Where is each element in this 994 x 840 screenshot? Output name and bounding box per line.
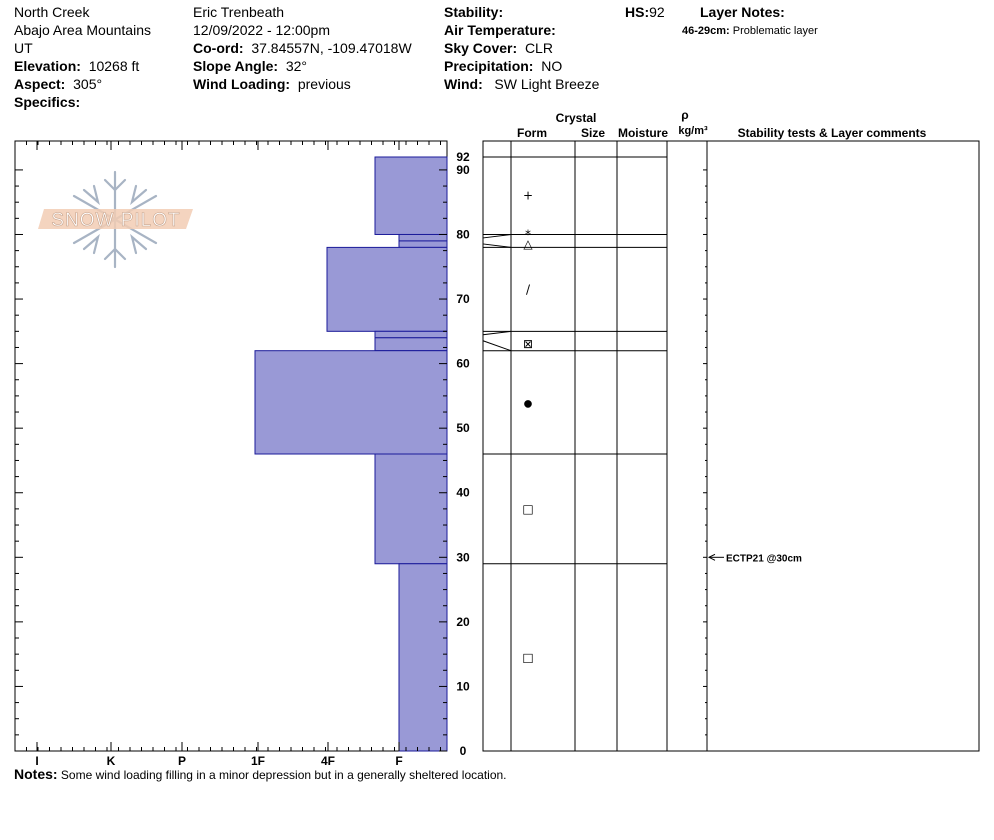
layer-connector bbox=[482, 330, 512, 336]
elevation-label: Elevation: bbox=[14, 58, 81, 74]
depth-tick-label: 40 bbox=[456, 486, 470, 500]
depth-tick-label: 60 bbox=[456, 357, 470, 371]
hs-label: HS: bbox=[625, 4, 650, 20]
stability-test-arrowhead bbox=[707, 553, 716, 561]
mountain-range: Abajo Area Mountains bbox=[14, 22, 151, 38]
hardness-tick-label: K bbox=[107, 754, 116, 768]
hardness-bar bbox=[254, 350, 448, 455]
hardness-bar bbox=[374, 337, 448, 352]
specifics-label: Specifics: bbox=[14, 94, 81, 110]
layer-note: 46-29cm: Problematic layer bbox=[682, 22, 818, 40]
hardness-bar bbox=[326, 246, 448, 332]
coord-value: 37.84557N, -109.47018W bbox=[251, 40, 412, 56]
air-temp-label: Air Temperature: bbox=[444, 22, 556, 38]
notes-label: Notes: bbox=[14, 766, 58, 782]
grain-form-symbol: □ bbox=[522, 650, 533, 664]
stability-label: Stability: bbox=[444, 4, 504, 20]
layer-note-range: 46-29cm: bbox=[682, 25, 730, 37]
hardness-bar bbox=[374, 330, 448, 339]
depth-tick-label: 90 bbox=[456, 163, 470, 177]
slope-angle: Slope Angle: 32° bbox=[193, 57, 307, 75]
wind-value: SW Light Breeze bbox=[494, 76, 600, 92]
hs-value: 92 bbox=[649, 4, 665, 20]
snow-height: HS:92 bbox=[625, 3, 665, 21]
layer-connector bbox=[482, 233, 512, 239]
slope-label: Slope Angle: bbox=[193, 58, 279, 74]
elevation-value: 10268 ft bbox=[88, 58, 140, 74]
depth-tick-label: 80 bbox=[456, 227, 470, 241]
air-temperature: Air Temperature: bbox=[444, 21, 556, 39]
density-unit-header: kg/m³ bbox=[678, 125, 708, 137]
sky-value: CLR bbox=[524, 40, 553, 56]
grain-form-symbol: + bbox=[523, 189, 533, 203]
grain-form-symbol: ● bbox=[524, 398, 533, 409]
layer-notes-label: Layer Notes: bbox=[700, 4, 785, 20]
coordinates: Co-ord: 37.84557N, -109.47018W bbox=[193, 39, 412, 57]
layer-note-text: Problematic layer bbox=[732, 25, 818, 37]
grain-form-symbol: * bbox=[525, 227, 531, 241]
hardness-bar bbox=[398, 563, 448, 752]
stability-test-label: ECTP21 @30cm bbox=[726, 553, 802, 564]
depth-tick-label: 0 bbox=[460, 744, 467, 758]
hs-depth-label: 92 bbox=[456, 150, 470, 164]
hardness-bar bbox=[398, 240, 448, 248]
grain-form-symbol: △ bbox=[523, 237, 533, 251]
hardness-tick-label: I bbox=[35, 754, 38, 768]
stability: Stability: bbox=[444, 3, 503, 21]
wind-loading: Wind Loading: previous bbox=[193, 75, 351, 93]
sky-label: Sky Cover: bbox=[444, 40, 518, 56]
depth-tick-label: 70 bbox=[456, 292, 470, 306]
wind-label: Wind: bbox=[444, 76, 483, 92]
crystal-header: Crystal bbox=[556, 111, 597, 125]
layer-table-frame bbox=[482, 140, 980, 752]
form-header: Form bbox=[517, 126, 547, 140]
hardness-tick-label: 1F bbox=[251, 754, 265, 768]
density-rho-header: ρ bbox=[681, 108, 688, 122]
wind: Wind: SW Light Breeze bbox=[444, 75, 599, 93]
depth-tick-label: 20 bbox=[456, 615, 470, 629]
hardness-tick-label: F bbox=[395, 754, 402, 768]
sky-cover: Sky Cover: CLR bbox=[444, 39, 553, 57]
hardness-bar bbox=[374, 156, 448, 235]
moisture-header: Moisture bbox=[618, 126, 668, 140]
aspect-label: Aspect: bbox=[14, 76, 66, 92]
notes: Notes: Some wind loading filling in a mi… bbox=[14, 766, 507, 782]
observer-name: Eric Trenbeath bbox=[193, 4, 285, 20]
hardness-tick-label: 4F bbox=[321, 754, 335, 768]
hardness-bar bbox=[374, 453, 448, 565]
snowpilot-logo-banner bbox=[38, 209, 193, 229]
precipitation: Precipitation: NO bbox=[444, 57, 562, 75]
size-header: Size bbox=[581, 126, 605, 140]
wind-loading-value: previous bbox=[297, 76, 351, 92]
depth-tick-label: 10 bbox=[456, 679, 470, 693]
state: UT bbox=[14, 40, 33, 56]
precip-label: Precipitation: bbox=[444, 58, 534, 74]
coord-label: Co-ord: bbox=[193, 40, 244, 56]
specifics: Specifics: bbox=[14, 93, 80, 111]
wind-loading-label: Wind Loading: bbox=[193, 76, 291, 92]
snowpilot-logo-text: SNOW PILOT bbox=[51, 210, 180, 231]
hardness-tick-label: P bbox=[178, 754, 186, 768]
grain-form-symbol: □ bbox=[522, 502, 533, 516]
slope-value: 32° bbox=[285, 58, 307, 74]
notes-text: Some wind loading filling in a minor dep… bbox=[60, 768, 507, 782]
depth-tick-label: 50 bbox=[456, 421, 470, 435]
layer-connector bbox=[482, 340, 512, 352]
precip-value: NO bbox=[541, 58, 563, 74]
layer-notes: Layer Notes: bbox=[700, 3, 785, 21]
grain-form-symbol: ⊠ bbox=[523, 337, 533, 351]
layer-connector bbox=[482, 243, 512, 248]
aspect: Aspect: 305° bbox=[14, 75, 102, 93]
observation-datetime: 12/09/2022 - 12:00pm bbox=[193, 22, 330, 38]
snowpilot-logo bbox=[72, 170, 158, 269]
depth-tick-label: 30 bbox=[456, 550, 470, 564]
elevation: Elevation: 10268 ft bbox=[14, 57, 139, 75]
location-name: North Creek bbox=[14, 4, 90, 20]
comments-header: Stability tests & Layer comments bbox=[738, 126, 927, 140]
hardness-bar bbox=[398, 233, 448, 242]
grain-form-symbol: / bbox=[526, 282, 531, 296]
aspect-value: 305° bbox=[73, 76, 103, 92]
